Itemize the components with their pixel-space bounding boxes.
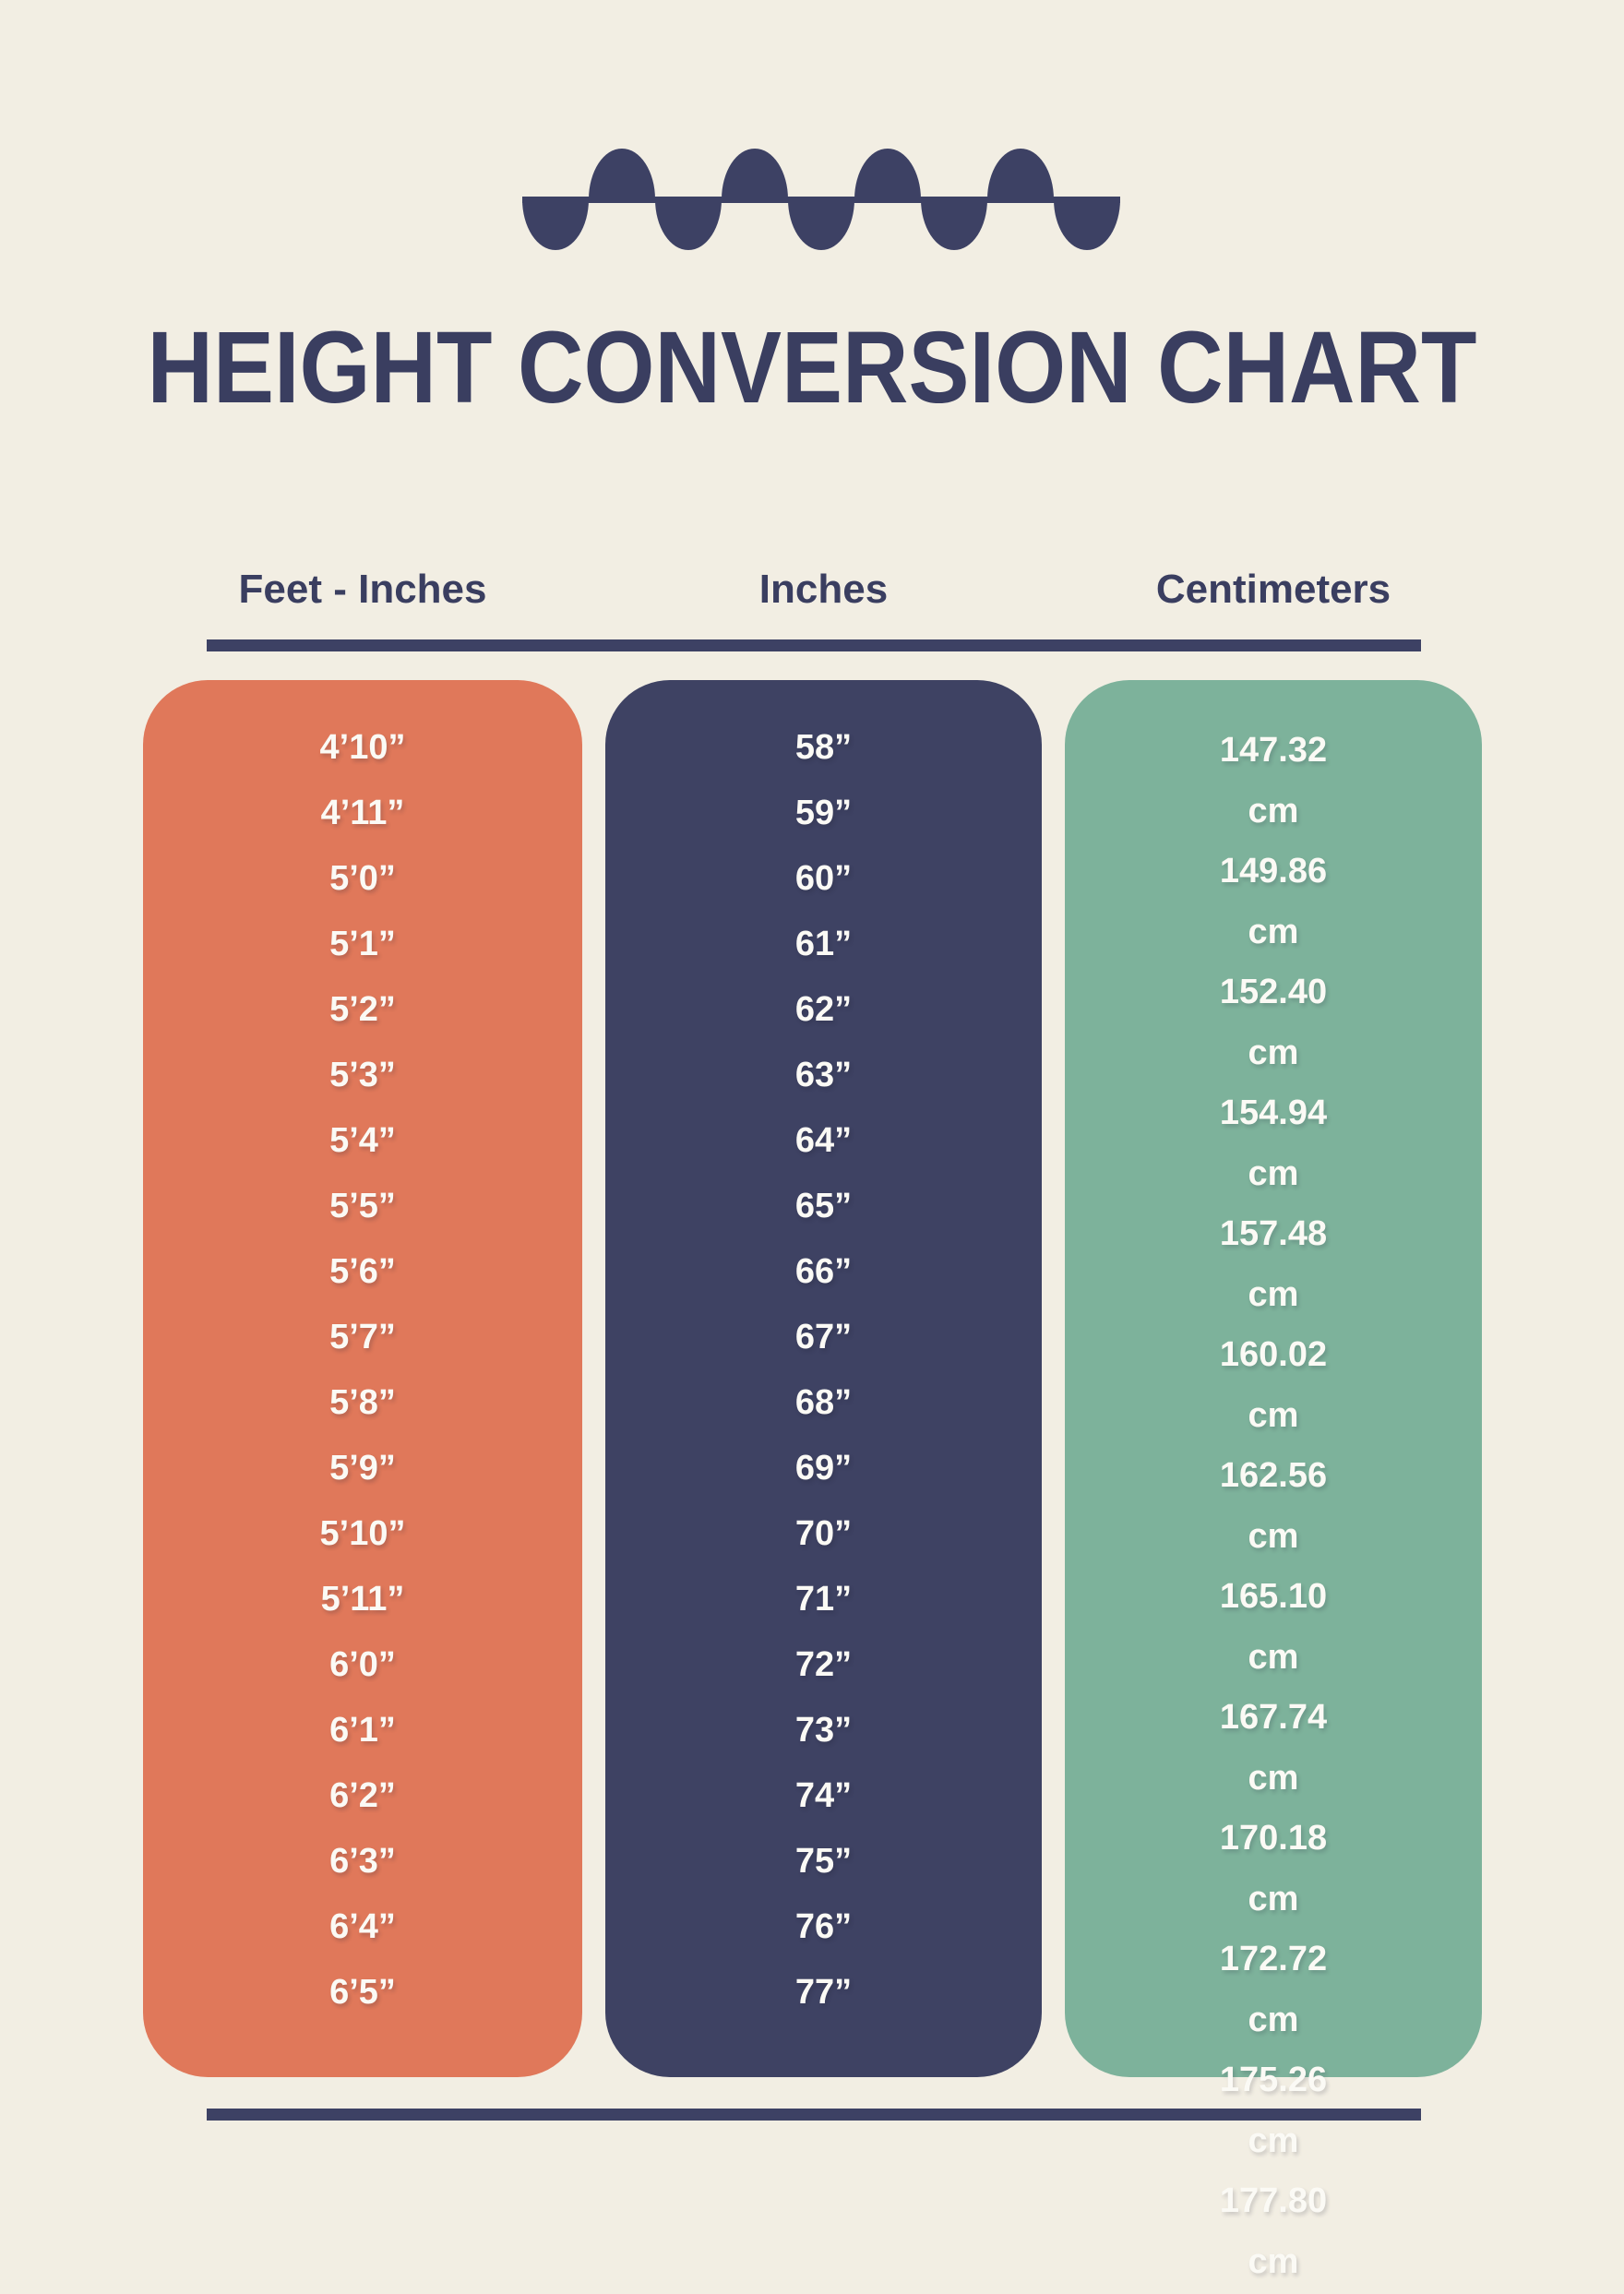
wave-bump-down (522, 199, 589, 250)
centimeters-cell-value: 152.40 (1219, 973, 1328, 1011)
inches-cell: 73” (794, 1711, 853, 1750)
wave-bump-down (655, 199, 722, 250)
centimeters-cell: 167.74 cm (1065, 1688, 1482, 1809)
page-title: HEIGHT CONVERSION CHART (147, 311, 1477, 424)
centimeters-cell-value: 167.74 (1219, 1698, 1328, 1737)
centimeters-cell-unit: cm (1248, 912, 1299, 951)
wave-bump-up (987, 149, 1054, 199)
inches-cell: 75” (794, 1842, 853, 1881)
column-header-feet-inches: Feet - Inches (238, 567, 487, 612)
centimeters-cell: 172.72 cm (1065, 1930, 1482, 2050)
inches-column: 58” 59” 60” 61” 62” 63” 64” 65” 66” 67” 68” 69” 70” 7… (605, 680, 1042, 2077)
centimeters-column: 147.32 cm 149.86 cm 152.40 cm 154.94 cm 157.48 cm… (1065, 680, 1482, 2281)
feet-inches-cell: 5’7” (329, 1318, 396, 1356)
centimeters-cell-unit: cm (1248, 2121, 1299, 2160)
wave-bump-up (854, 149, 921, 199)
feet-inches-cell: 5’10” (319, 1514, 406, 1553)
centimeters-cell: 175.26 cm (1065, 2050, 1482, 2171)
centimeters-cell-value: 157.48 (1219, 1214, 1328, 1253)
inches-cell: 74” (794, 1776, 853, 1815)
centimeters-cell: 160.02 cm (1065, 1325, 1482, 1446)
centimeters-cell-unit: cm (1248, 1879, 1299, 1918)
feet-inches-cell: 5’6” (329, 1252, 396, 1291)
centimeters-cell-unit: cm (1248, 1395, 1299, 1435)
feet-inches-cell: 5’9” (329, 1449, 396, 1488)
centimeters-cell-value: 162.56 (1219, 1456, 1328, 1495)
centimeters-cell-value: 149.86 (1219, 852, 1328, 890)
inches-cell: 61” (794, 925, 853, 963)
feet-inches-cell: 5’4” (329, 1121, 396, 1160)
centimeters-cell-unit: cm (1248, 1274, 1299, 1314)
wave-bump-up (722, 149, 788, 199)
feet-inches-cell: 6’2” (329, 1776, 396, 1815)
centimeters-cell: 170.18 cm (1065, 1809, 1482, 1930)
feet-inches-cell: 5’0” (329, 859, 396, 898)
centimeters-cell-value: 177.80 (1219, 2181, 1328, 2220)
centimeters-cell-unit: cm (1248, 791, 1299, 830)
centimeters-cell-unit: cm (1248, 1153, 1299, 1193)
centimeters-cell-value: 165.10 (1219, 1577, 1328, 1616)
feet-inches-cell: 4’10” (319, 728, 406, 767)
inches-cell: 77” (794, 1973, 853, 2012)
inches-cell: 62” (794, 990, 853, 1029)
centimeters-cell: 165.10 cm (1065, 1567, 1482, 1688)
inches-cell: 68” (794, 1383, 853, 1422)
centimeters-cell: 162.56 cm (1065, 1446, 1482, 1567)
footer-divider-line (207, 2109, 1421, 2121)
wave-bump-up (589, 149, 655, 199)
centimeters-cell-value: 154.94 (1219, 1093, 1328, 1132)
feet-inches-cell: 5’1” (329, 925, 396, 963)
wave-bump-down (921, 199, 987, 250)
centimeters-cell-unit: cm (1248, 1516, 1299, 1556)
centimeters-cell: 149.86 cm (1065, 842, 1482, 962)
centimeters-cell-unit: cm (1248, 1758, 1299, 1798)
centimeters-cell-unit: cm (1248, 1033, 1299, 1072)
feet-inches-cell: 6’5” (329, 1973, 396, 2012)
header-divider-line (207, 639, 1421, 651)
centimeters-cell-value: 172.72 (1219, 1940, 1328, 1978)
feet-inches-cell: 5’3” (329, 1056, 396, 1094)
inches-cell: 70” (794, 1514, 853, 1553)
feet-inches-cell: 5’8” (329, 1383, 396, 1422)
feet-inches-cell: 6’3” (329, 1842, 396, 1881)
inches-cell: 58” (794, 728, 853, 767)
feet-inches-column: 4’10” 4’11” 5’0” 5’1” 5’2” 5’3” 5’4” 5’5” 5’6” 5’… (143, 680, 582, 2077)
column-header-centimeters: Centimeters (1155, 567, 1391, 612)
inches-cell: 71” (794, 1580, 853, 1619)
wave-bump-down (1054, 199, 1120, 250)
feet-inches-cell: 4’11” (320, 794, 405, 832)
feet-inches-cell: 5’11” (320, 1580, 405, 1619)
centimeters-cell: 157.48 cm (1065, 1204, 1482, 1325)
inches-cell: 66” (794, 1252, 853, 1291)
centimeters-cell: 154.94 cm (1065, 1083, 1482, 1204)
centimeters-cell: 152.40 cm (1065, 962, 1482, 1083)
wave-decoration (522, 149, 1120, 250)
inches-cell: 76” (794, 1907, 853, 1946)
inches-cell: 64” (794, 1121, 853, 1160)
centimeters-cell-value: 175.26 (1219, 2061, 1328, 2099)
inches-cell: 72” (794, 1645, 853, 1684)
feet-inches-cell: 5’2” (329, 990, 396, 1029)
centimeters-cell-value: 147.32 (1219, 731, 1328, 770)
column-header-inches: Inches (758, 567, 889, 612)
centimeters-cell: 147.32 cm (1065, 721, 1482, 842)
feet-inches-cell: 5’5” (329, 1187, 396, 1225)
inches-cell: 59” (794, 794, 853, 832)
feet-inches-cell: 6’0” (329, 1645, 396, 1684)
centimeters-cell: 177.80 cm (1065, 2171, 1482, 2292)
centimeters-cell-unit: cm (1248, 2000, 1299, 2039)
inches-cell: 67” (794, 1318, 853, 1356)
inches-cell: 69” (794, 1449, 853, 1488)
centimeters-cell-unit: cm (1248, 2241, 1299, 2281)
inches-cell: 65” (794, 1187, 853, 1225)
centimeters-cell-value: 170.18 (1219, 1819, 1328, 1858)
inches-cell: 63” (794, 1056, 853, 1094)
feet-inches-cell: 6’4” (329, 1907, 396, 1946)
centimeters-cell-unit: cm (1248, 1637, 1299, 1677)
inches-cell: 60” (794, 859, 853, 898)
wave-bump-down (788, 199, 854, 250)
centimeters-cell-value: 160.02 (1219, 1335, 1328, 1374)
feet-inches-cell: 6’1” (329, 1711, 396, 1750)
